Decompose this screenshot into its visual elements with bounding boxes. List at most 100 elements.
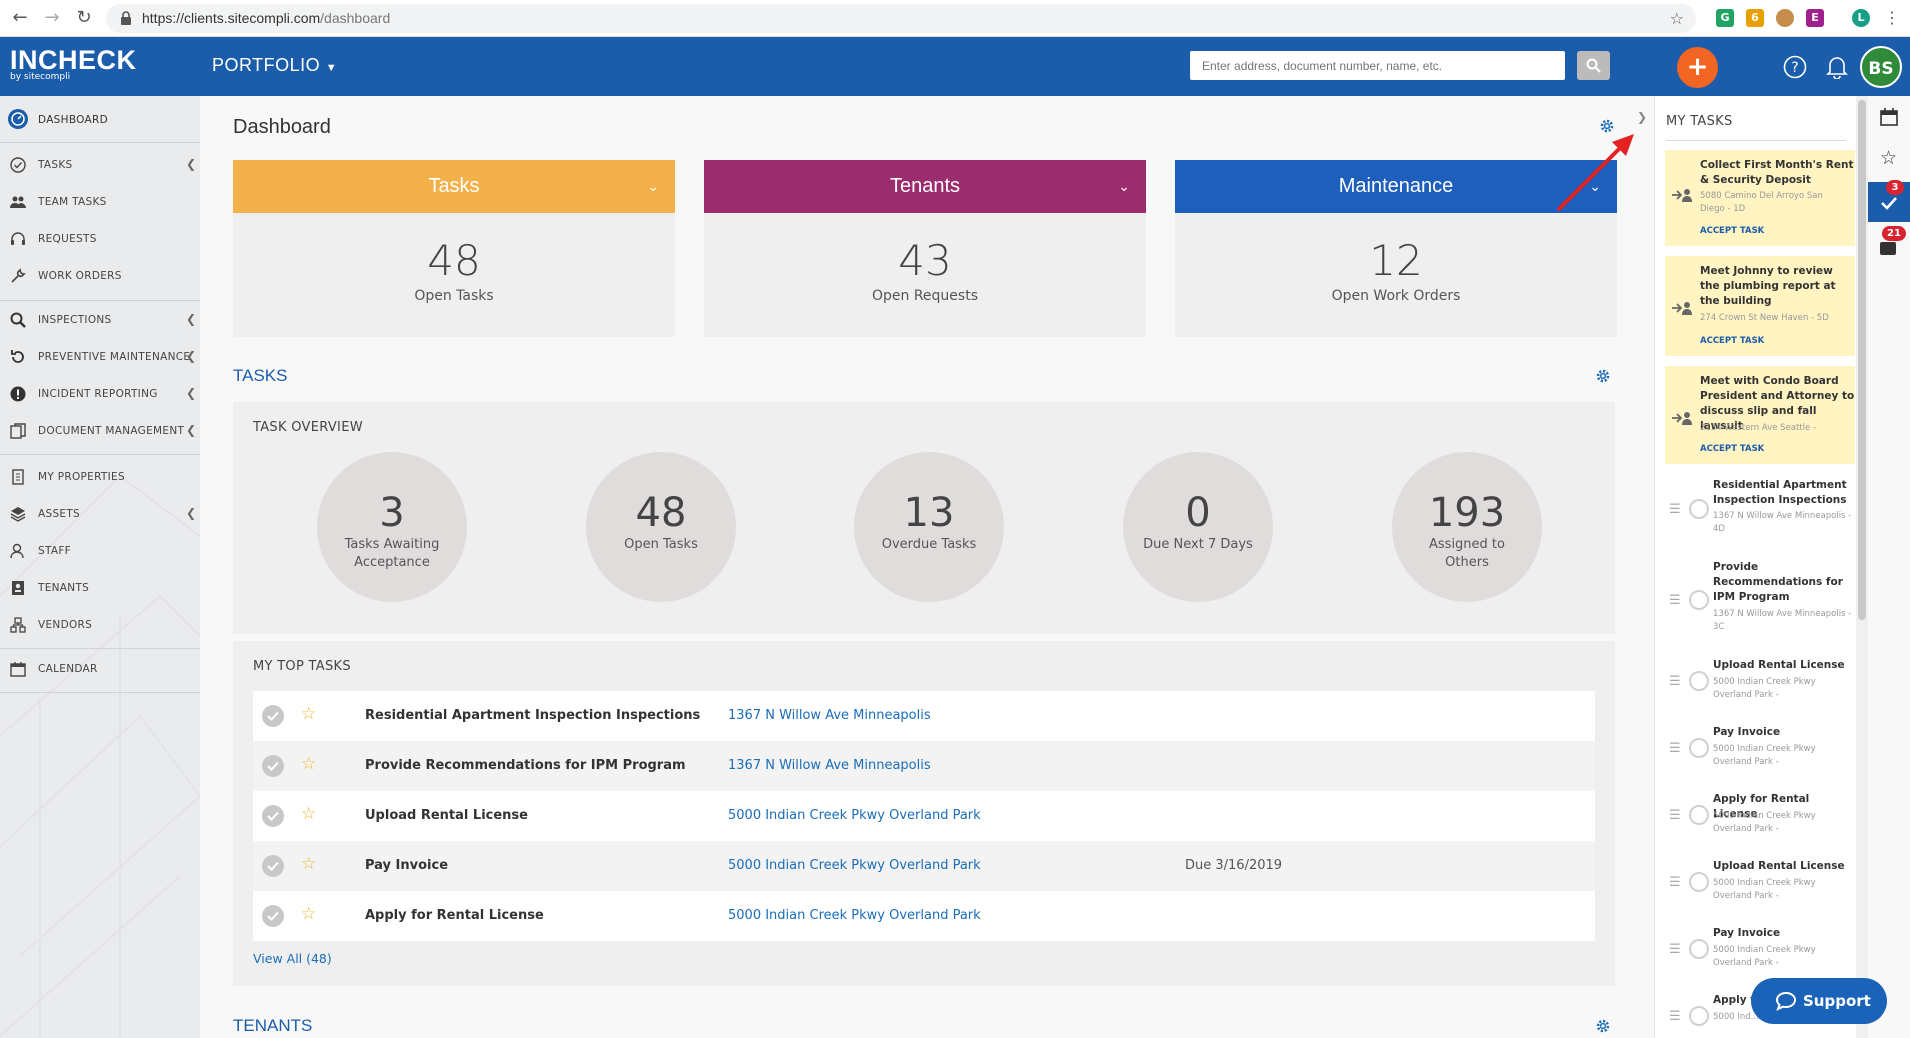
complete-checkmark-icon[interactable] [262, 905, 284, 927]
sidebar-item-inspections[interactable]: INSPECTIONS ❮ [0, 303, 200, 337]
drag-handle-icon[interactable]: ☰ [1669, 593, 1681, 608]
notifications-bell-icon[interactable] [1826, 55, 1848, 79]
favorites-rail-button[interactable]: ☆ [1868, 138, 1910, 178]
complete-checkbox[interactable] [1689, 671, 1709, 691]
pending-task-card[interactable]: Meet with Condo Board President and Atto… [1665, 366, 1855, 464]
help-icon[interactable]: ? [1783, 55, 1807, 79]
messages-rail-button[interactable]: 21 [1868, 226, 1910, 266]
sidebar-item-tenants[interactable]: TENANTS [0, 571, 200, 605]
accepted-task-item[interactable]: ☰ Residential Apartment Inspection Inspe… [1665, 474, 1855, 550]
table-row[interactable]: ☆ Upload Rental License 5000 Indian Cree… [253, 791, 1595, 841]
overview-overdue-tasks[interactable]: 13 Overdue Tasks [854, 452, 1004, 602]
sidebar-item-my-properties[interactable]: MY PROPERTIES [0, 460, 200, 494]
scrollbar-thumb[interactable] [1858, 100, 1866, 620]
chevron-down-icon[interactable]: ⌄ [1118, 178, 1130, 194]
complete-checkbox[interactable] [1689, 1006, 1709, 1026]
complete-checkmark-icon[interactable] [262, 705, 284, 727]
browser-menu-icon[interactable]: ⋮ [1884, 8, 1900, 27]
complete-checkmark-icon[interactable] [262, 805, 284, 827]
task-location-link[interactable]: 1367 N Willow Ave Minneapolis [728, 708, 931, 723]
view-all-tasks-link[interactable]: View All (48) [253, 951, 332, 966]
cookie-extension-icon[interactable] [1776, 9, 1794, 27]
accepted-task-item[interactable]: ☰ Apply for Rental License 5000 Indian C… [1665, 788, 1855, 850]
task-name[interactable]: Provide Recommendations for IPM Program [365, 758, 686, 773]
accept-task-link[interactable]: ACCEPT TASK [1700, 444, 1765, 454]
sidebar-item-vendors[interactable]: VENDORS [0, 608, 200, 642]
back-icon[interactable]: ← [12, 7, 28, 28]
accepted-task-item[interactable]: ☰ Pay Invoice 5000 Indian Creek Pkwy Ove… [1665, 922, 1855, 984]
tasks-settings-gear-icon[interactable] [1595, 368, 1611, 384]
star-icon[interactable]: ☆ [301, 754, 317, 774]
chevron-down-icon[interactable]: ⌄ [1589, 178, 1601, 194]
extension-icon[interactable]: 6 [1746, 9, 1764, 27]
tenants-settings-gear-icon[interactable] [1595, 1018, 1611, 1034]
overview-assigned-to-others[interactable]: 193 Assigned to Others [1392, 452, 1542, 602]
sidebar-item-dashboard[interactable]: DASHBOARD [0, 103, 200, 137]
pending-task-card[interactable]: Meet Johnny to review the plumbing repor… [1665, 256, 1855, 356]
sidebar-item-tasks[interactable]: TASKS ❮ [0, 148, 200, 182]
dashboard-settings-gear-icon[interactable] [1599, 118, 1615, 134]
star-icon[interactable]: ☆ [301, 804, 317, 824]
address-bar[interactable]: https://clients.sitecompli.com/dashboard… [106, 4, 1696, 33]
table-row[interactable]: ☆ Provide Recommendations for IPM Progra… [253, 741, 1595, 791]
overview-open-tasks[interactable]: 48 Open Tasks [586, 452, 736, 602]
pending-task-card[interactable]: Collect First Month's Rent & Security De… [1665, 150, 1855, 246]
sidebar-item-assets[interactable]: ASSETS ❮ [0, 497, 200, 531]
sidebar-item-team-tasks[interactable]: TEAM TASKS [0, 185, 200, 219]
sidebar-item-staff[interactable]: STAFF [0, 534, 200, 568]
task-name[interactable]: Pay Invoice [365, 858, 449, 873]
drag-handle-icon[interactable]: ☰ [1669, 674, 1681, 689]
complete-checkbox[interactable] [1689, 939, 1709, 959]
bookmark-star-icon[interactable]: ☆ [1669, 9, 1684, 28]
profile-avatar-icon[interactable]: L [1852, 9, 1870, 27]
drag-handle-icon[interactable]: ☰ [1669, 1009, 1681, 1024]
accepted-task-item[interactable]: ☰ Upload Rental License 5000 Indian Cree… [1665, 855, 1855, 917]
sidebar-item-work-orders[interactable]: WORK ORDERS [0, 259, 200, 293]
table-row[interactable]: ☆ Residential Apartment Inspection Inspe… [253, 691, 1595, 741]
star-icon[interactable]: ☆ [301, 704, 317, 724]
accepted-task-item[interactable]: ☰ Provide Recommendations for IPM Progra… [1665, 556, 1855, 646]
sidebar-item-requests[interactable]: REQUESTS [0, 222, 200, 256]
sidebar-item-preventive-maintenance[interactable]: PREVENTIVE MAINTENANCE ❮ [0, 340, 200, 374]
calendar-rail-button[interactable] [1868, 96, 1910, 136]
complete-checkbox[interactable] [1689, 738, 1709, 758]
star-icon[interactable]: ☆ [301, 904, 317, 924]
incheck-logo[interactable]: INCHECK by sitecompli [10, 45, 137, 82]
drag-handle-icon[interactable]: ☰ [1669, 808, 1681, 823]
drag-handle-icon[interactable]: ☰ [1669, 875, 1681, 890]
complete-checkbox[interactable] [1689, 590, 1709, 610]
complete-checkmark-icon[interactable] [262, 755, 284, 777]
user-avatar[interactable]: BS [1860, 46, 1902, 88]
maintenance-summary-card[interactable]: Maintenance ⌄ 12 Open Work Orders [1175, 160, 1617, 337]
tenants-summary-card[interactable]: Tenants ⌄ 43 Open Requests [704, 160, 1146, 337]
global-search-input[interactable] [1190, 51, 1565, 80]
task-name[interactable]: Residential Apartment Inspection Inspect… [365, 708, 701, 723]
accept-task-link[interactable]: ACCEPT TASK [1700, 226, 1765, 236]
overview-awaiting-acceptance[interactable]: 3 Tasks Awaiting Acceptance [317, 452, 467, 602]
forward-icon[interactable]: → [44, 7, 60, 28]
reload-icon[interactable]: ↻ [76, 7, 92, 28]
table-row[interactable]: ☆ Pay Invoice 5000 Indian Creek Pkwy Ove… [253, 841, 1595, 891]
accept-task-link[interactable]: ACCEPT TASK [1700, 336, 1765, 346]
sidebar-item-calendar[interactable]: CALENDAR [0, 652, 200, 686]
task-location-link[interactable]: 1367 N Willow Ave Minneapolis [728, 758, 931, 773]
sidebar-item-incident-reporting[interactable]: INCIDENT REPORTING ❮ [0, 377, 200, 411]
my-tasks-panel-toggle[interactable]: ❯ [1632, 96, 1654, 1038]
task-location-link[interactable]: 5000 Indian Creek Pkwy Overland Park [728, 808, 981, 823]
star-icon[interactable]: ☆ [301, 854, 317, 874]
complete-checkbox[interactable] [1689, 499, 1709, 519]
drag-handle-icon[interactable]: ☰ [1669, 942, 1681, 957]
drag-handle-icon[interactable]: ☰ [1669, 502, 1681, 517]
portfolio-dropdown[interactable]: PORTFOLIO ▼ [212, 55, 337, 76]
complete-checkbox[interactable] [1689, 805, 1709, 825]
task-location-link[interactable]: 5000 Indian Creek Pkwy Overland Park [728, 908, 981, 923]
grammarly-extension-icon[interactable]: G [1716, 9, 1734, 27]
accepted-task-item[interactable]: ☰ Upload Rental License 5000 Indian Cree… [1665, 654, 1855, 716]
complete-checkbox[interactable] [1689, 872, 1709, 892]
e-extension-icon[interactable]: E [1806, 9, 1824, 27]
task-location-link[interactable]: 5000 Indian Creek Pkwy Overland Park [728, 858, 981, 873]
tasks-summary-card[interactable]: Tasks ⌄ 48 Open Tasks [233, 160, 675, 337]
table-row[interactable]: ☆ Apply for Rental License 5000 Indian C… [253, 891, 1595, 941]
overview-due-next-7-days[interactable]: 0 Due Next 7 Days [1123, 452, 1273, 602]
chevron-right-icon[interactable]: ❯ [1637, 110, 1648, 124]
